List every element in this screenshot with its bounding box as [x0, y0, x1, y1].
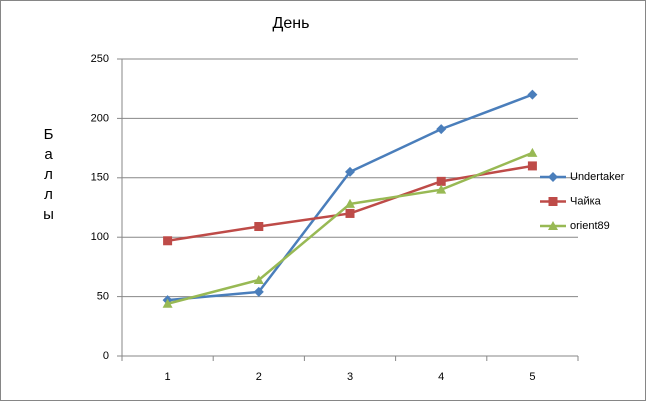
marker — [345, 166, 355, 177]
x-tick-label: 4 — [438, 371, 444, 383]
legend-label: Чайка — [570, 195, 602, 207]
chart-title: День — [273, 15, 310, 32]
marker — [527, 161, 537, 171]
x-tick-label: 3 — [347, 371, 353, 383]
marker — [345, 208, 355, 218]
marker — [163, 236, 173, 246]
marker — [345, 198, 355, 208]
y-tick-label: 100 — [91, 231, 109, 243]
y-tick-label: 250 — [91, 53, 109, 65]
marker — [436, 176, 446, 186]
marker — [436, 124, 447, 135]
y-axis-label: Баллы — [40, 126, 57, 226]
legend-marker — [548, 221, 558, 230]
legend-marker — [548, 197, 558, 206]
marker — [527, 147, 538, 157]
marker — [253, 286, 264, 297]
legend-marker — [548, 172, 558, 182]
x-tick-label: 5 — [529, 371, 535, 383]
legend-label: Undertaker — [570, 171, 625, 183]
marker — [253, 274, 264, 284]
marker — [436, 184, 447, 194]
x-tick-label: 2 — [256, 371, 262, 383]
marker — [162, 298, 173, 308]
marker — [527, 89, 538, 100]
y-tick-label: 50 — [97, 291, 109, 303]
y-tick-label: 200 — [91, 112, 109, 124]
legend-label: orient89 — [570, 220, 610, 232]
marker — [254, 222, 264, 232]
y-tick-label: 0 — [103, 350, 109, 362]
x-tick-label: 1 — [165, 371, 171, 383]
y-tick-label: 150 — [91, 172, 109, 184]
